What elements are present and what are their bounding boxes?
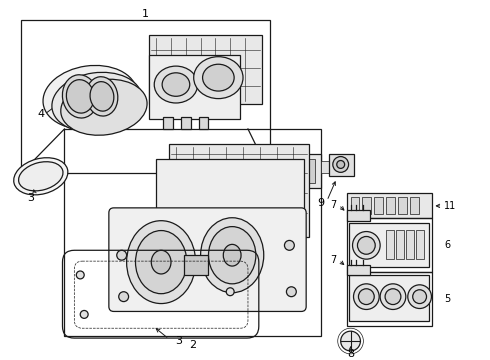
- Ellipse shape: [385, 289, 401, 305]
- Bar: [21, 21, 270, 173]
- Ellipse shape: [359, 289, 374, 305]
- Ellipse shape: [202, 64, 234, 91]
- Ellipse shape: [209, 226, 256, 284]
- Ellipse shape: [76, 271, 84, 279]
- Bar: [291, 158, 297, 183]
- Bar: [346, 210, 370, 221]
- Bar: [149, 55, 240, 119]
- Ellipse shape: [43, 66, 137, 129]
- Bar: [149, 35, 262, 104]
- Bar: [410, 197, 418, 214]
- Bar: [363, 197, 371, 214]
- Ellipse shape: [408, 285, 432, 309]
- Text: 11: 11: [444, 201, 457, 211]
- Text: 4: 4: [37, 109, 45, 119]
- Ellipse shape: [86, 77, 118, 116]
- Ellipse shape: [151, 250, 171, 274]
- Bar: [386, 230, 394, 259]
- Bar: [406, 230, 414, 259]
- Text: 7: 7: [330, 255, 337, 265]
- Text: 10: 10: [289, 191, 301, 201]
- Text: 5: 5: [444, 294, 450, 303]
- Ellipse shape: [337, 161, 344, 168]
- Ellipse shape: [226, 288, 234, 296]
- Ellipse shape: [341, 331, 361, 351]
- Bar: [346, 193, 433, 218]
- Ellipse shape: [358, 237, 375, 254]
- Ellipse shape: [117, 250, 126, 260]
- Ellipse shape: [136, 230, 187, 294]
- Ellipse shape: [353, 284, 379, 310]
- Ellipse shape: [154, 66, 197, 103]
- Bar: [281, 158, 289, 183]
- Ellipse shape: [352, 231, 380, 259]
- Ellipse shape: [90, 82, 114, 111]
- Bar: [416, 230, 423, 259]
- Ellipse shape: [380, 284, 406, 310]
- Ellipse shape: [119, 292, 128, 302]
- Bar: [374, 197, 383, 214]
- Bar: [181, 117, 191, 129]
- Bar: [350, 197, 360, 214]
- Ellipse shape: [62, 75, 98, 118]
- Ellipse shape: [287, 287, 296, 297]
- Ellipse shape: [333, 157, 348, 172]
- FancyBboxPatch shape: [109, 208, 306, 311]
- Bar: [386, 197, 395, 214]
- Bar: [346, 218, 433, 272]
- Text: 9: 9: [318, 198, 324, 208]
- Ellipse shape: [223, 244, 241, 266]
- Bar: [156, 158, 304, 252]
- Bar: [163, 117, 173, 129]
- Bar: [348, 275, 429, 321]
- Bar: [346, 272, 433, 326]
- Bar: [277, 154, 321, 188]
- Ellipse shape: [61, 79, 147, 135]
- Ellipse shape: [80, 310, 88, 318]
- Text: 8: 8: [347, 349, 354, 359]
- Ellipse shape: [52, 72, 142, 132]
- Bar: [65, 129, 321, 336]
- Text: 2: 2: [189, 340, 196, 350]
- Ellipse shape: [285, 240, 294, 250]
- Bar: [184, 255, 209, 275]
- Ellipse shape: [162, 73, 190, 96]
- Text: 3: 3: [175, 336, 182, 346]
- Ellipse shape: [194, 57, 243, 99]
- Bar: [308, 158, 315, 183]
- Text: 7: 7: [330, 200, 337, 210]
- Text: 6: 6: [444, 240, 450, 250]
- Bar: [348, 223, 429, 267]
- Ellipse shape: [413, 290, 426, 303]
- Ellipse shape: [14, 158, 68, 195]
- Bar: [346, 265, 370, 275]
- Bar: [398, 197, 407, 214]
- Bar: [169, 144, 309, 238]
- Bar: [198, 117, 209, 129]
- Bar: [396, 230, 404, 259]
- Bar: [299, 158, 306, 183]
- Ellipse shape: [19, 162, 63, 191]
- Text: 1: 1: [142, 9, 149, 18]
- Ellipse shape: [126, 221, 196, 303]
- Bar: [321, 161, 329, 173]
- Bar: [329, 154, 353, 176]
- Text: 3: 3: [27, 193, 34, 203]
- Ellipse shape: [66, 80, 94, 113]
- Ellipse shape: [200, 218, 264, 293]
